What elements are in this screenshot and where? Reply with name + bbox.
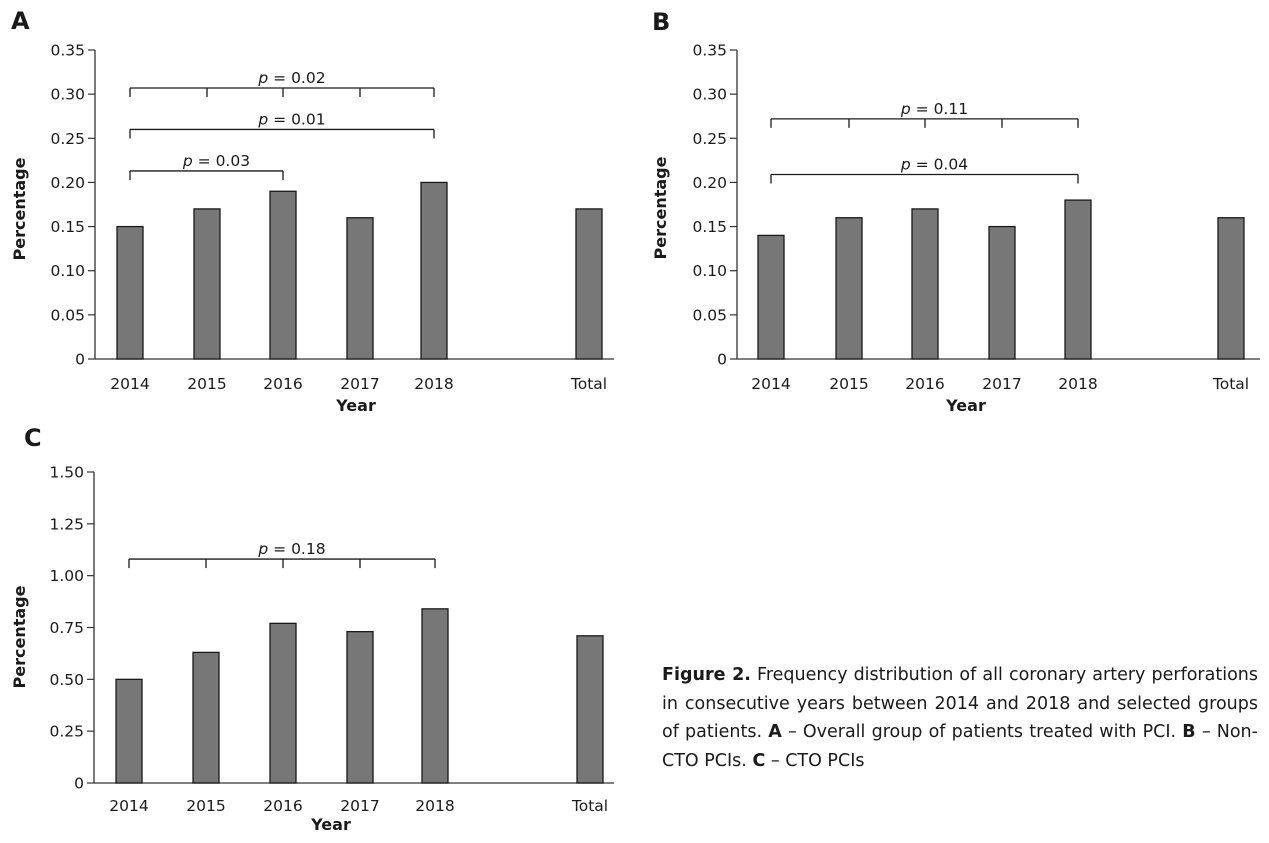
x-tick-label: 2018 — [414, 375, 453, 393]
x-tick-label: 2016 — [905, 375, 944, 393]
bar — [115, 678, 143, 784]
x-tick-label: 2018 — [1058, 375, 1097, 393]
chart-panel-a: A 0 0.05 0.10 0.15 0.20 0.25 0.30 0.35 2014 2015 2… — [0, 0, 640, 415]
x-tick-label: 2015 — [186, 797, 225, 815]
caption-b-text: – Non-CTO PCIs. — [662, 722, 1258, 771]
x-tick-label: 2018 — [415, 797, 454, 815]
caption-text: Frequency distribution of all coronary a… — [662, 665, 1258, 742]
bar — [576, 635, 604, 784]
x-tick-label: 2014 — [110, 375, 149, 393]
y-tick-label: 0.10 — [50, 262, 85, 280]
p-value-label: p = 0.18 — [257, 540, 325, 558]
bar-chart-c: 0 0.25 0.50 0.75 1.00 1.25 1.50 2014 2015 2016 201… — [10, 464, 614, 834]
y-tick-label: 0 — [75, 351, 85, 369]
caption-c-label: C — [752, 750, 766, 771]
bar — [192, 651, 220, 784]
x-tick-label: 2017 — [340, 375, 379, 393]
y-tick-label: 0 — [74, 775, 84, 793]
y-tick-label: 0.20 — [50, 174, 85, 192]
p-value-label: p = 0.11 — [900, 100, 968, 118]
y-tick-label: 0 — [717, 351, 727, 369]
y-tick-label: 0.05 — [692, 306, 727, 324]
bar — [269, 622, 297, 784]
y-tick-label: 0.75 — [49, 619, 84, 637]
p-value-label: p = 0.03 — [182, 152, 250, 170]
caption-c-text: – CTO PCIs — [770, 750, 865, 771]
x-tick-label: Total — [571, 797, 608, 815]
panel-label: B — [652, 8, 671, 36]
bar — [346, 630, 374, 784]
bar — [420, 181, 448, 360]
p-value-label: p = 0.01 — [257, 110, 325, 128]
x-axis-label: Year — [310, 815, 351, 834]
bar-chart-b: 0 0.05 0.10 0.15 0.20 0.25 0.30 0.35 2014 2015 201… — [651, 42, 1260, 415]
chart-panel-c: C 0 0.25 0.50 0.75 1.00 1.25 1.50 2014 2015 2016 2… — [0, 422, 640, 843]
bar — [269, 190, 297, 360]
x-tick-label: 2016 — [263, 375, 302, 393]
bar — [575, 208, 603, 360]
panel-label: C — [24, 424, 42, 452]
x-tick-label: Total — [570, 375, 607, 393]
y-tick-label: 1.50 — [49, 464, 84, 482]
y-tick-label: 0.15 — [50, 218, 85, 236]
panel-label: A — [11, 7, 30, 35]
y-tick-label: 0.30 — [50, 86, 85, 104]
x-axis-label: Year — [335, 396, 376, 415]
bar — [116, 225, 144, 360]
y-tick-label: 1.00 — [49, 567, 84, 585]
caption-b-label: B — [1182, 722, 1196, 742]
bar — [1064, 199, 1092, 360]
caption-a-text: – Overall group of patients treated with… — [787, 722, 1177, 742]
bar — [193, 208, 221, 360]
bar-chart-a: 0 0.05 0.10 0.15 0.20 0.25 0.30 0.35 2014 2015 201… — [10, 42, 614, 415]
bar — [1217, 217, 1245, 360]
x-tick-label: 2015 — [187, 375, 226, 393]
bar — [346, 217, 374, 360]
y-tick-label: 0.10 — [692, 262, 727, 280]
y-axis-label: Percentage — [10, 157, 29, 260]
caption-label: Figure 2. — [662, 665, 751, 685]
bar — [911, 208, 939, 360]
y-axis-label: Percentage — [10, 585, 29, 688]
bar — [988, 225, 1016, 360]
y-tick-label: 0.25 — [50, 130, 85, 148]
x-tick-label: 2017 — [340, 797, 379, 815]
x-tick-label: 2014 — [751, 375, 790, 393]
x-axis-label: Year — [945, 396, 986, 415]
y-axis-label: Percentage — [651, 156, 670, 259]
y-tick-label: 0.25 — [49, 723, 84, 741]
y-tick-label: 0.15 — [692, 218, 727, 236]
p-value-label: p = 0.04 — [900, 155, 968, 173]
y-tick-label: 0.05 — [50, 306, 85, 324]
chart-panel-b: B 0 0.05 0.10 0.15 0.20 0.25 0.30 0.35 2014 2015 2… — [642, 0, 1269, 415]
x-tick-label: 2017 — [982, 375, 1021, 393]
figure-caption: Figure 2. Frequency distribution of all … — [662, 661, 1258, 775]
y-tick-label: 1.25 — [49, 515, 84, 533]
bar — [835, 217, 863, 360]
bar — [757, 234, 785, 360]
x-tick-label: 2015 — [829, 375, 868, 393]
y-tick-label: 0.20 — [692, 174, 727, 192]
caption-a-label: A — [768, 722, 782, 742]
x-tick-label: Total — [1212, 375, 1249, 393]
bar — [421, 608, 449, 784]
y-tick-label: 0.35 — [50, 42, 85, 60]
y-tick-label: 0.50 — [49, 671, 84, 689]
y-tick-label: 0.25 — [692, 130, 727, 148]
y-tick-label: 0.30 — [692, 86, 727, 104]
x-tick-label: 2016 — [263, 797, 302, 815]
x-tick-label: 2014 — [109, 797, 148, 815]
y-tick-label: 0.35 — [692, 42, 727, 60]
p-value-label: p = 0.02 — [257, 69, 325, 87]
